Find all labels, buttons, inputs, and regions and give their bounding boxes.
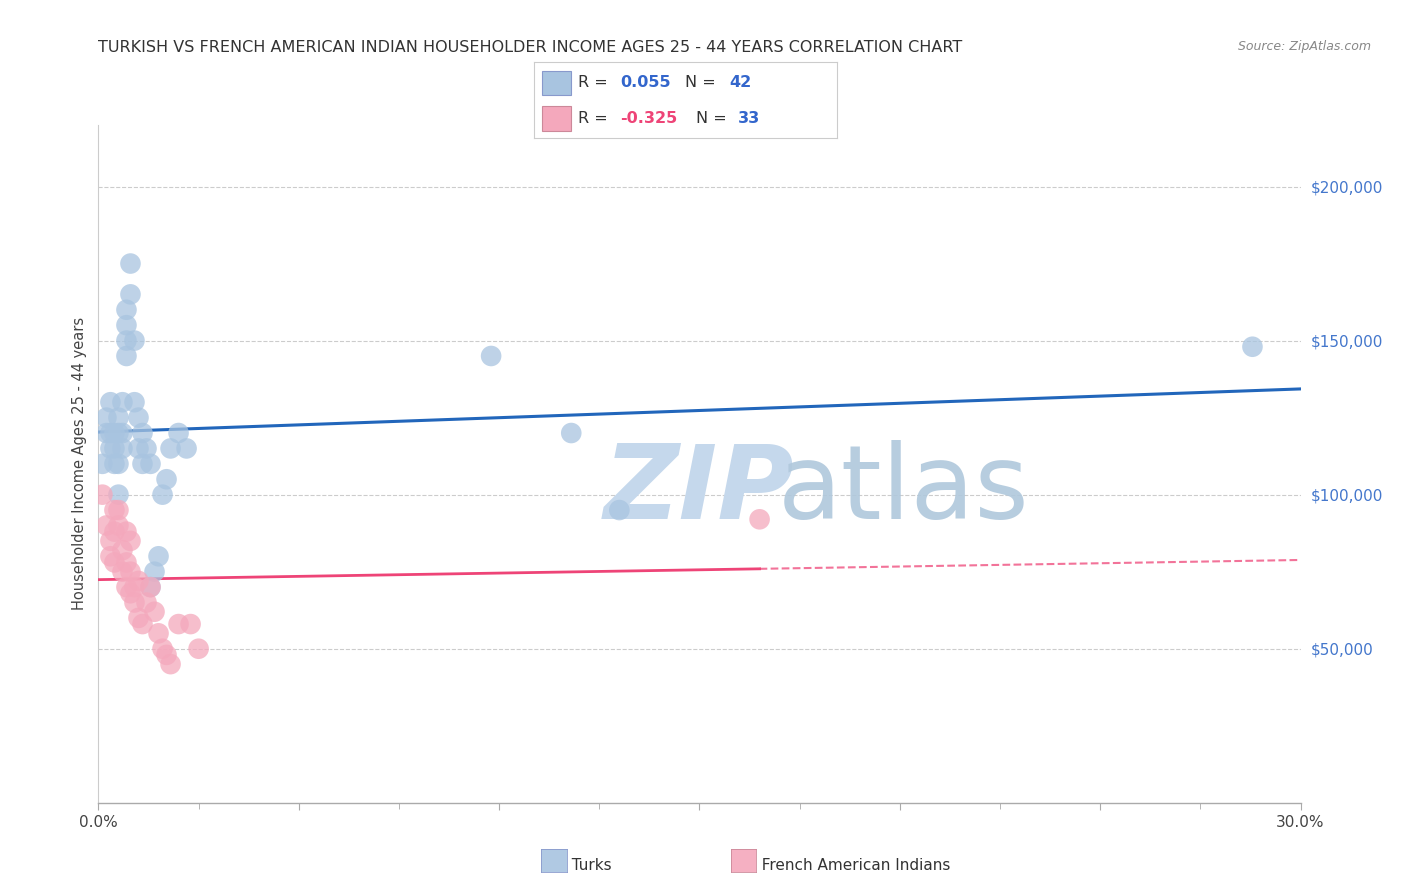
Text: R =: R = (578, 76, 613, 90)
Point (135, 442, 157, 456)
Point (107, 488, 129, 502)
Point (135, 595, 157, 609)
Point (609, 503, 631, 517)
Point (103, 442, 125, 456)
Point (115, 302, 138, 317)
Point (124, 395, 146, 409)
Point (155, 472, 177, 486)
Point (107, 518, 129, 533)
Point (120, 533, 142, 548)
Point (128, 611, 150, 625)
Point (115, 524, 138, 539)
Point (167, 617, 190, 632)
Point (115, 334, 138, 348)
Point (91, 488, 114, 502)
Point (128, 442, 150, 456)
Point (107, 425, 129, 440)
Point (91, 457, 114, 471)
Point (115, 349, 138, 363)
Point (139, 580, 162, 594)
Point (1241, 340, 1264, 354)
Point (107, 457, 129, 471)
Point (176, 442, 198, 456)
Point (155, 648, 177, 662)
Point (100, 533, 122, 548)
Point (152, 641, 174, 656)
Point (131, 425, 153, 440)
Point (111, 565, 134, 579)
FancyBboxPatch shape (541, 70, 571, 95)
Point (100, 425, 122, 440)
Text: Source: ZipAtlas.com: Source: ZipAtlas.com (1237, 40, 1371, 54)
Point (180, 617, 202, 632)
Point (120, 586, 142, 600)
Point (159, 657, 181, 672)
Point (100, 442, 122, 456)
Point (143, 565, 166, 579)
Point (115, 556, 138, 570)
Point (120, 256, 142, 270)
Point (159, 442, 181, 456)
Point (111, 395, 134, 409)
Point (96, 518, 118, 533)
Point (143, 605, 166, 619)
Point (115, 580, 138, 594)
Text: N =: N = (696, 111, 733, 126)
Text: atlas: atlas (778, 441, 1029, 541)
Point (167, 425, 190, 440)
Point (124, 595, 146, 609)
Point (152, 488, 174, 502)
Text: TURKISH VS FRENCH AMERICAN INDIAN HOUSEHOLDER INCOME AGES 25 - 44 YEARS CORRELAT: TURKISH VS FRENCH AMERICAN INDIAN HOUSEH… (98, 40, 963, 55)
Point (148, 626, 170, 640)
Point (131, 457, 153, 471)
Point (103, 457, 125, 471)
Text: 42: 42 (730, 76, 752, 90)
Point (187, 641, 209, 656)
Text: N =: N = (686, 76, 721, 90)
Point (560, 425, 582, 440)
Text: Turks: Turks (562, 858, 612, 872)
Point (479, 349, 502, 363)
Point (103, 556, 125, 570)
Point (111, 425, 134, 440)
Text: ZIP: ZIP (603, 441, 794, 541)
Point (111, 543, 134, 558)
Point (748, 512, 770, 526)
Point (120, 565, 142, 579)
Point (139, 580, 162, 594)
Text: 0.055: 0.055 (620, 76, 671, 90)
Point (139, 457, 162, 471)
FancyBboxPatch shape (541, 106, 571, 130)
Text: -0.325: -0.325 (620, 111, 678, 126)
Text: 33: 33 (738, 111, 761, 126)
Point (148, 549, 170, 564)
Point (124, 580, 146, 594)
Point (96, 425, 118, 440)
Point (103, 425, 125, 440)
Point (120, 287, 142, 301)
Point (96, 410, 118, 425)
Point (115, 318, 138, 333)
Point (107, 410, 129, 425)
Point (128, 574, 150, 588)
Point (111, 442, 134, 456)
Text: R =: R = (578, 111, 613, 126)
Y-axis label: Householder Income Ages 25 - 44 years: Householder Income Ages 25 - 44 years (72, 318, 87, 610)
Point (100, 549, 122, 564)
Point (128, 410, 150, 425)
Text: French American Indians: French American Indians (752, 858, 950, 872)
Point (124, 334, 146, 348)
Point (100, 395, 122, 409)
Point (107, 503, 129, 517)
Point (103, 503, 125, 517)
Point (103, 524, 125, 539)
Point (131, 617, 153, 632)
